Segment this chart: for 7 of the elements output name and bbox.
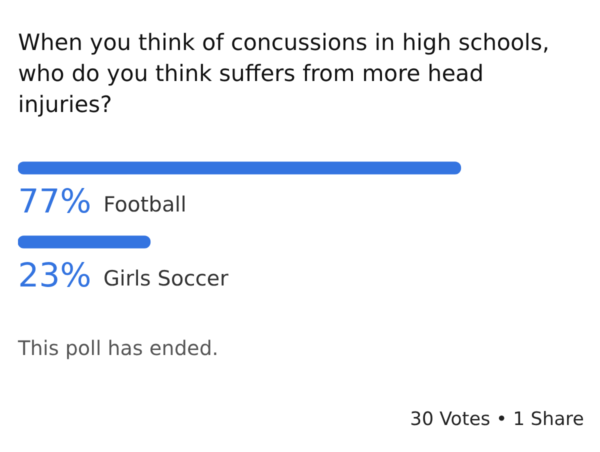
y-tick-label: Girls Soccer bbox=[103, 266, 229, 290]
data-label: 77% bbox=[18, 182, 92, 221]
text: 30 Votes • 1 Share bbox=[410, 409, 584, 430]
y-tick-label: Football bbox=[103, 192, 186, 216]
data-label: 23% bbox=[18, 256, 92, 295]
chart-title: When you think of concussions in high schools, who do you think suffers from more head injuries? bbox=[18, 29, 550, 120]
text: This poll has ended. bbox=[18, 336, 218, 360]
